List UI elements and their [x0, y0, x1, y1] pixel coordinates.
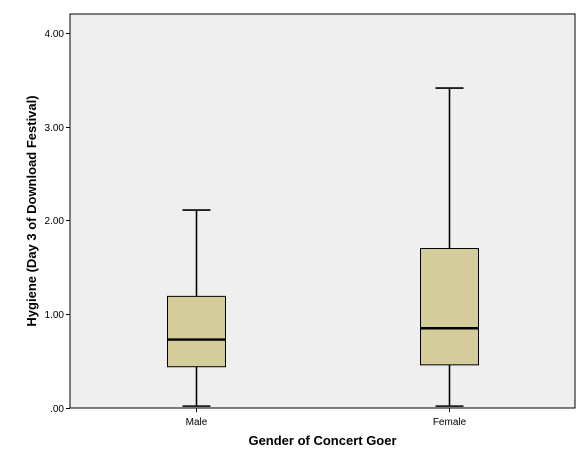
plot-frame: [69, 13, 576, 409]
box-female: [420, 87, 479, 407]
y-tick-label: .00: [50, 404, 64, 415]
y-axis-ticks: .00 1.00 2.00 3.00 4.00: [45, 29, 70, 415]
plot-background: [70, 14, 575, 408]
x-axis-ticks: Male Female: [186, 408, 467, 428]
y-axis-title: Hygiene (Day 3 of Download Festival): [24, 95, 39, 326]
boxes-layer: [167, 87, 479, 407]
iqr-box: [167, 295, 226, 368]
y-tick-label: 2.00: [45, 216, 65, 227]
iqr-box: [420, 248, 479, 366]
x-axis-title: Gender of Concert Goer: [248, 433, 396, 448]
y-tick-label: 3.00: [45, 123, 65, 134]
y-tick-label: 4.00: [45, 29, 65, 40]
x-tick-label: Female: [433, 417, 467, 428]
box-male: [167, 209, 226, 407]
y-tick-label: 1.00: [45, 310, 65, 321]
x-tick-label: Male: [186, 417, 208, 428]
